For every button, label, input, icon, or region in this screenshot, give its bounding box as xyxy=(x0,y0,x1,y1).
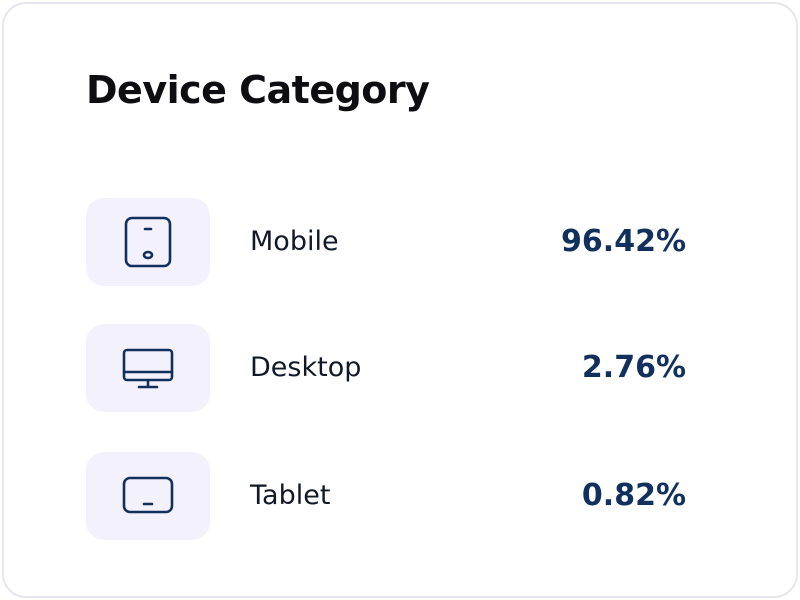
device-row-mobile: Mobile 96.42% xyxy=(86,198,690,286)
device-row-desktop: Desktop 2.76% xyxy=(86,324,690,412)
device-label: Tablet xyxy=(250,480,331,511)
card-title: Device Category xyxy=(86,68,430,112)
desktop-icon xyxy=(86,324,210,412)
device-percentage: 2.76% xyxy=(581,350,686,385)
device-percentage: 96.42% xyxy=(561,224,686,259)
tablet-icon xyxy=(86,452,210,540)
device-label: Mobile xyxy=(250,226,339,257)
device-percentage: 0.82% xyxy=(581,478,686,513)
device-row-tablet: Tablet 0.82% xyxy=(86,452,690,540)
mobile-icon xyxy=(86,198,210,286)
device-label: Desktop xyxy=(250,352,362,383)
